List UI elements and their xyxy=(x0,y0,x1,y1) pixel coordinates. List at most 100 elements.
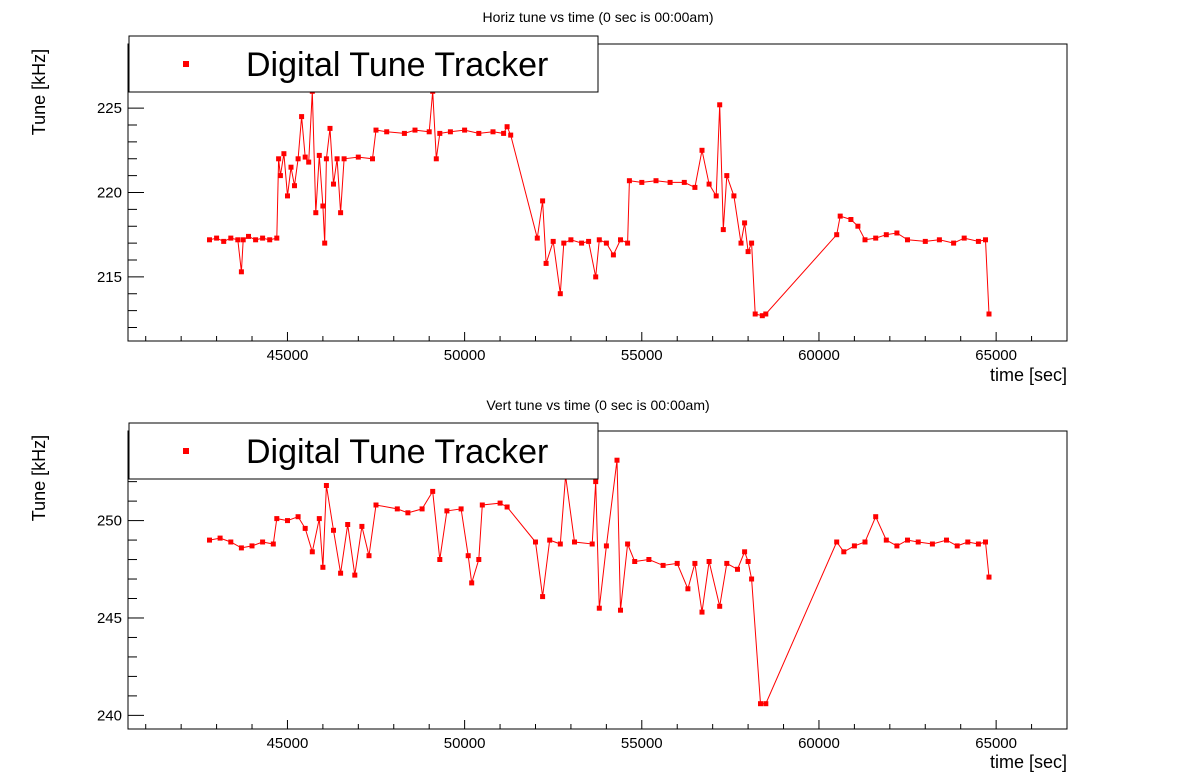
horiz-data-point xyxy=(295,156,301,162)
horiz-data-point xyxy=(437,130,443,136)
horiz-data-point xyxy=(320,203,326,209)
horiz-data-point xyxy=(586,238,592,244)
horiz-data-point xyxy=(692,184,698,190)
horiz-data-point xyxy=(338,210,344,216)
horiz-data-point xyxy=(738,240,744,246)
horiz-data-point xyxy=(299,114,305,120)
horiz-data-point xyxy=(720,227,726,233)
horiz-data-point xyxy=(288,164,294,170)
vert-data-point xyxy=(834,539,840,545)
vert-data-point xyxy=(692,560,698,566)
vert-chart-title: Vert tune vs time (0 sec is 00:00am) xyxy=(486,397,709,413)
vert-x-tick-label: 60000 xyxy=(798,735,840,752)
horiz-data-point xyxy=(837,213,843,219)
horiz-data-point xyxy=(742,220,748,226)
horiz-data-point xyxy=(281,151,287,157)
horiz-data-point xyxy=(745,249,751,255)
vert-data-point xyxy=(742,549,748,555)
vert-series-line xyxy=(209,460,990,705)
vert-data-point xyxy=(352,572,358,578)
vert-data-point xyxy=(749,576,755,582)
horiz-data-point xyxy=(763,311,769,317)
horiz-data-point xyxy=(260,235,266,241)
vert-x-tick-label: 50000 xyxy=(444,735,486,752)
horiz-data-point xyxy=(540,198,546,204)
vert-data-point xyxy=(323,483,329,488)
horiz-data-point xyxy=(306,159,312,165)
vert-data-point xyxy=(983,539,988,545)
vert-data-point xyxy=(302,525,308,531)
horiz-data-point xyxy=(579,240,585,246)
horiz-data-point xyxy=(323,156,329,162)
horiz-legend-label: Digital Tune Tracker xyxy=(246,46,548,84)
vert-data-point xyxy=(316,516,322,522)
vert-axes: 45000 50000 55000 60000 65000 240 245 250 xyxy=(97,442,1068,752)
horiz-data-point xyxy=(313,210,319,216)
vert-data-point xyxy=(763,701,769,707)
vert-legend: Digital Tune Tracker xyxy=(128,422,599,480)
vert-y-axis-title: Tune [kHz] xyxy=(29,435,49,521)
horiz-data-point xyxy=(667,179,673,185)
horiz-x-tick-label: 55000 xyxy=(621,347,663,364)
vert-data-point xyxy=(883,537,889,543)
vert-data-point xyxy=(359,523,365,529)
horiz-data-point xyxy=(848,217,854,222)
horiz-data-point xyxy=(639,179,645,185)
vert-data-point xyxy=(479,502,485,508)
horiz-data-point xyxy=(983,237,988,243)
horiz-data-point xyxy=(240,237,246,243)
vert-x-tick-label: 45000 xyxy=(267,735,309,752)
vert-y-tick-label: 245 xyxy=(97,610,122,627)
horiz-y-tick-label: 225 xyxy=(97,100,122,117)
horiz-data-point xyxy=(936,237,942,243)
horiz-data-point xyxy=(653,178,659,184)
vert-data-point xyxy=(841,549,847,555)
vert-legend-box xyxy=(128,422,599,480)
horiz-legend-box xyxy=(128,35,599,93)
horiz-data-point xyxy=(508,132,514,138)
vert-data-point xyxy=(593,479,599,485)
vert-tune-panel: Vert tune vs time (0 sec is 00:00am) 450… xyxy=(29,397,1068,772)
horiz-data-point xyxy=(834,232,840,238)
vert-data-point xyxy=(295,514,301,520)
vert-data-point xyxy=(724,560,730,566)
vert-data-point xyxy=(249,543,255,549)
vert-x-tick-label: 65000 xyxy=(975,735,1017,752)
vert-data-point xyxy=(309,549,315,555)
horiz-data-point xyxy=(543,260,549,266)
horiz-data-point xyxy=(568,237,574,243)
horiz-data-point xyxy=(610,252,616,258)
horiz-data-point xyxy=(905,237,910,243)
vert-data-point xyxy=(596,605,602,611)
horiz-data-point xyxy=(412,127,418,133)
horiz-data-point xyxy=(476,130,482,136)
horiz-data-point xyxy=(862,237,868,243)
horiz-data-point xyxy=(550,238,556,244)
vert-x-tick-label: 55000 xyxy=(621,735,663,752)
horiz-data-point xyxy=(433,156,439,162)
horiz-data-point xyxy=(267,237,273,243)
vert-data-point xyxy=(540,594,546,600)
vert-data-point xyxy=(366,553,372,559)
horiz-legend-marker xyxy=(183,61,189,67)
vert-data-point xyxy=(915,539,921,545)
horiz-x-axis-title: time [sec] xyxy=(990,365,1067,385)
vert-data-point xyxy=(685,586,691,592)
horiz-series xyxy=(207,88,992,319)
horiz-data-point xyxy=(277,173,283,179)
horiz-data-point xyxy=(384,129,390,135)
horiz-data-point xyxy=(894,230,900,236)
vert-data-point xyxy=(717,603,723,609)
horiz-tune-panel: Horiz tune vs time (0 sec is 00:00am) 45… xyxy=(29,9,1068,385)
horiz-x-tick-label: 50000 xyxy=(444,347,486,364)
vert-data-point xyxy=(929,541,935,547)
vert-data-point xyxy=(632,559,638,564)
vert-data-point xyxy=(614,457,620,463)
vert-data-point xyxy=(504,504,510,510)
horiz-data-point xyxy=(855,223,861,229)
vert-data-point xyxy=(603,543,609,549)
horiz-data-point xyxy=(341,156,347,162)
horiz-data-point xyxy=(501,130,507,136)
horiz-data-point xyxy=(334,156,340,162)
horiz-data-point xyxy=(401,130,407,136)
